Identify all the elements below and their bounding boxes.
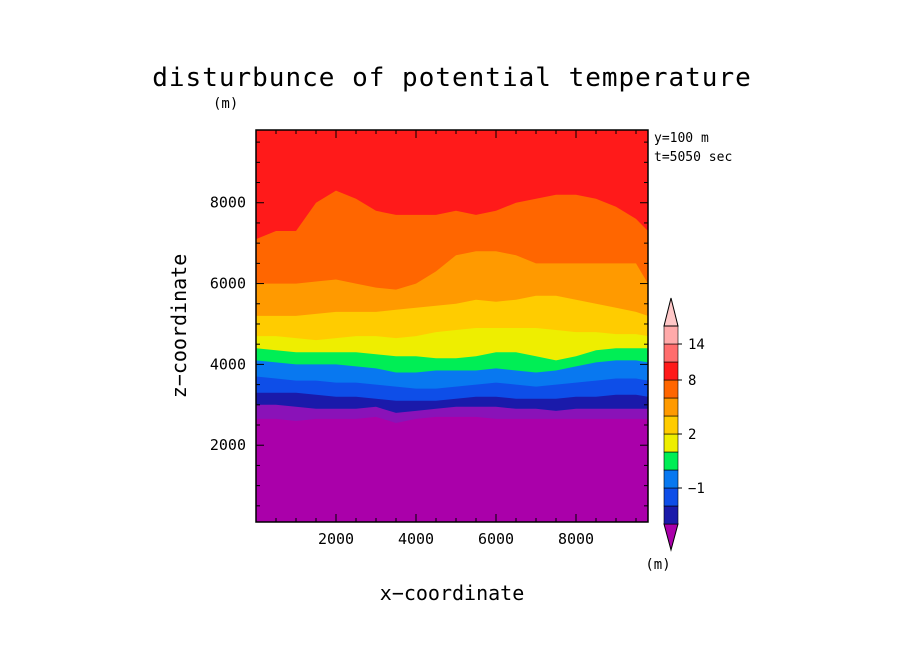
y-tick-label: 8000 [210,194,246,212]
colorbar-segment-5 [663,433,679,453]
title-unit: (m) [213,96,238,112]
chart-title: disturbunce of potential temperature [152,63,752,93]
annotation-y: y=100 m [654,131,709,146]
contour-bands [256,190,648,522]
colorbar-arrow-low [663,523,679,552]
x-tick-label: 6000 [478,530,514,548]
colorbar-segment-1 [663,505,679,525]
colorbar-segment-11 [663,325,679,345]
colorbar-segment-10 [663,343,679,363]
x-tick-label: 4000 [398,530,434,548]
x-tick-label: 8000 [558,530,594,548]
plot-area: 2000 4000 6000 8000 2000 4000 6000 8000 [210,129,649,548]
colorbar-segment-3 [663,469,679,489]
colorbar-arrow-high [663,297,679,327]
y-tick-label: 4000 [210,355,246,373]
colorbar-segment-6 [663,415,679,435]
x-tick-label: 2000 [318,530,354,548]
colorbar-segment-7 [663,397,679,417]
y-tick-label: 2000 [210,436,246,454]
colorbar-segment-8 [663,379,679,399]
colorbar-label: 8 [688,373,696,389]
colorbar-segment-9 [663,361,679,381]
axis-ticks: 2000 4000 6000 8000 2000 4000 6000 8000 [210,130,648,548]
colorbar-label: 2 [688,427,696,443]
x-axis-label: x−coordinate [380,581,525,605]
plot-frame [255,129,649,523]
annotation-t: t=5050 sec [654,150,732,165]
contour-band-9 [256,416,648,522]
colorbar-label: 14 [688,337,705,353]
y-tick-label: 6000 [210,275,246,293]
colorbar-unit: (m) [645,557,670,573]
colorbar-segment-2 [663,487,679,507]
colorbar-label: −1 [688,481,705,497]
colorbar: 14 8 2 −1 [663,297,705,552]
colorbar-segment-4 [663,451,679,471]
y-axis-label: z−coordinate [167,254,191,399]
